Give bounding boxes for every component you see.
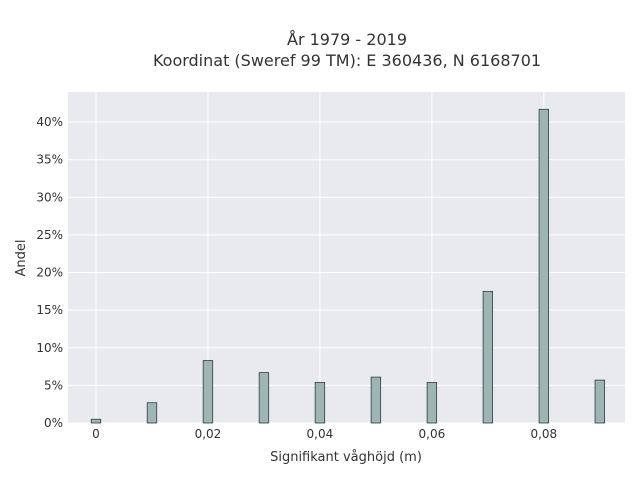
chart-title-line1: År 1979 - 2019 xyxy=(287,30,407,49)
bar-1 xyxy=(146,402,158,424)
x-tick-label: 0,06 xyxy=(419,427,446,441)
bar-5 xyxy=(370,376,382,424)
x-axis-ticks: 0 0,02 0,04 0,06 0,08 xyxy=(92,427,557,441)
bar-9 xyxy=(594,379,605,424)
bar-0 xyxy=(90,418,102,424)
bar-4 xyxy=(314,381,326,424)
bar-3 xyxy=(258,372,270,424)
y-tick-label: 40% xyxy=(36,115,63,129)
x-tick-label: 0,02 xyxy=(195,427,222,441)
y-tick-label: 15% xyxy=(36,303,63,317)
y-tick-label: 20% xyxy=(36,266,63,280)
bar-7 xyxy=(482,290,493,424)
x-tick-label: 0,08 xyxy=(530,427,557,441)
y-axis-label: Andel xyxy=(14,240,29,277)
bar-2 xyxy=(202,360,214,424)
y-axis-ticks: 0% 5% 10% 15% 20% 25% 30% 35% 40% xyxy=(36,115,63,430)
y-tick-label: 5% xyxy=(44,378,63,392)
x-axis-label: Signifikant våghöjd (m) xyxy=(270,450,422,465)
x-tick-label: 0,04 xyxy=(307,427,334,441)
grid-lines xyxy=(68,92,625,424)
x-tick-label: 0 xyxy=(92,427,100,441)
y-tick-label: 25% xyxy=(36,228,63,242)
plot-area xyxy=(68,92,625,423)
bar-6 xyxy=(426,381,438,424)
bars xyxy=(90,108,605,424)
bar-8 xyxy=(538,108,549,424)
y-tick-label: 10% xyxy=(36,341,63,355)
y-tick-label: 30% xyxy=(36,190,63,204)
y-tick-label: 0% xyxy=(44,416,63,430)
chart-title-line2: Koordinat (Sweref 99 TM): E 360436, N 61… xyxy=(153,51,541,70)
y-tick-label: 35% xyxy=(36,153,63,167)
